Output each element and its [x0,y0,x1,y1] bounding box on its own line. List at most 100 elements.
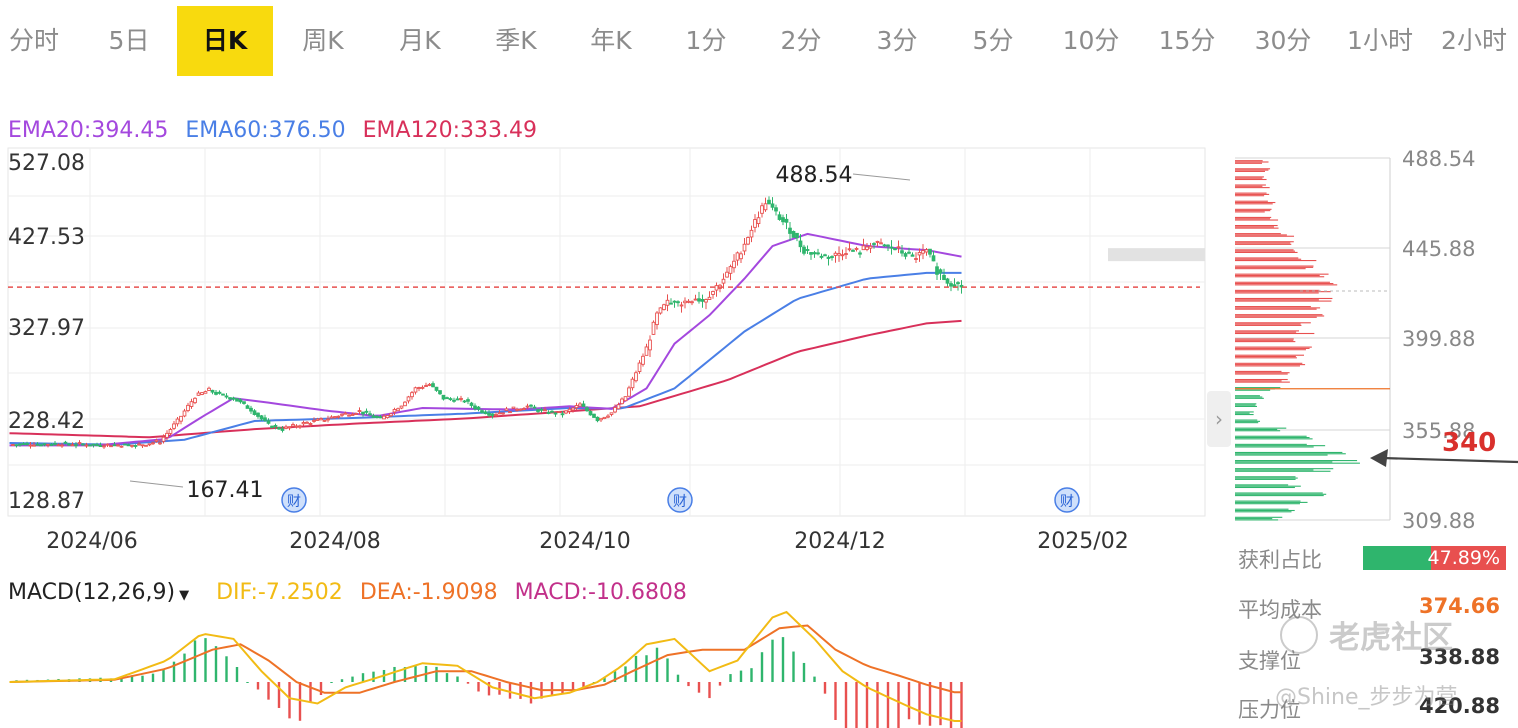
chip-bar [1235,249,1294,251]
macd-bar [844,682,848,728]
tab-2hour[interactable]: 2小时 [1441,26,1507,55]
candle-body [235,398,239,402]
candle-body [651,321,656,335]
tab-month-k[interactable]: 月K [399,26,441,55]
chip-bar [1235,519,1279,521]
profit-ratio-fill [1363,546,1432,570]
macd-bar [855,682,858,728]
candle-body [840,254,845,257]
tab-2min[interactable]: 2分 [780,26,822,55]
candle-body [158,442,162,445]
candle-body [854,247,859,250]
candle-body [945,278,950,284]
candle-body [865,246,869,250]
candle-body [676,301,680,304]
candle-body [756,217,761,225]
chip-bar [1235,378,1288,381]
candle-body [634,372,638,382]
candle-body [312,419,316,422]
candle-body [623,396,628,402]
earnings-icon-glyph: 财 [673,494,687,510]
candle-body [760,205,764,214]
macd-bar [288,682,291,719]
expand-panel-button[interactable]: › [1207,391,1231,447]
candle-body [263,417,267,421]
tab-15min[interactable]: 15分 [1158,26,1216,55]
tab-fenshi[interactable]: 分时 [8,26,59,55]
candle-body [273,425,278,427]
candle-body [231,397,236,400]
macd-bar [823,682,827,694]
candle-body [721,278,726,284]
profit-ratio-label: 获利占比 [1238,548,1322,572]
chip-bar [1235,260,1317,262]
candle-body [357,410,362,413]
candle-body [399,405,404,409]
macd-selector[interactable]: MACD(12,26,9) ▼ [8,580,199,605]
chip-bar [1235,224,1278,227]
chip-bar [1235,355,1296,358]
candle-body [329,416,334,419]
ema-lines [9,232,962,447]
macd-bar [246,682,249,683]
tab-3min[interactable]: 3分 [876,26,918,55]
candle-body [728,266,733,274]
tab-5min[interactable]: 5分 [972,26,1014,55]
tab-day-k[interactable]: 日K [177,6,273,76]
chip-bar [1235,210,1271,212]
chip-bar [1235,476,1296,478]
chip-bar [1235,243,1292,245]
candle-body [277,427,281,430]
candle-body [392,409,397,413]
candle-body [130,444,134,447]
chip-bar [1235,509,1295,512]
chip-bar [1235,397,1264,399]
tab-1hour[interactable]: 1小时 [1347,26,1413,55]
macd-bar [193,640,197,682]
chip-bar [1235,381,1290,383]
macd-bar [918,682,921,725]
candle-body [74,444,78,447]
chip-bar [1235,380,1282,382]
candle-body [543,409,547,412]
tab-week-k[interactable]: 周K [302,26,344,55]
candle-body [574,405,579,409]
macd-bar [571,682,575,690]
chip-bar [1235,241,1294,243]
average-cost-value: 374.66 [1418,594,1500,618]
chip-bar [1235,184,1266,186]
chip-bar [1235,250,1296,252]
candle-body [858,252,862,255]
macd-bar [603,676,606,682]
tab-5day[interactable]: 5日 [108,26,150,55]
candle-body [196,392,201,396]
chip-bar [1235,484,1289,486]
candle-body [602,416,607,420]
tab-year-k[interactable]: 年K [590,26,632,55]
candle-body [154,439,159,442]
tab-1min[interactable]: 1分 [685,26,727,55]
candle-body [151,442,155,445]
candle-body [221,393,225,396]
candle-body [683,300,687,304]
macd-bar [634,655,638,682]
candle-body [833,252,838,256]
candle-body [112,444,117,447]
candle-body [56,444,61,447]
candle-body [326,418,330,421]
macd-bar [760,652,764,682]
macd-bar [897,682,900,728]
chip-bar [1235,438,1313,440]
watermark-brand: 老虎社区 [1329,620,1454,656]
candle-body [298,425,302,428]
macd-bar [708,682,711,699]
candle-body [711,290,715,295]
tab-30min[interactable]: 30分 [1254,26,1312,55]
macd-bar [36,679,39,682]
macd-bar [25,679,29,682]
tab-10min[interactable]: 10分 [1062,26,1120,55]
chip-bar [1235,478,1296,480]
tab-season-k[interactable]: 季K [495,26,537,55]
candle-body [424,385,428,387]
candle-body [371,415,376,418]
